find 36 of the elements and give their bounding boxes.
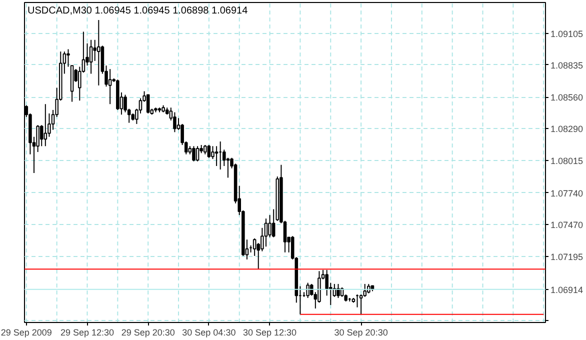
x-tick-label: 30 Sep 12:30 [243, 328, 297, 338]
chart-title: USDCAD,M30 1.06945 1.06945 1.06898 1.06914 [28, 6, 248, 16]
ref-line-label: 1.06914 [550, 284, 584, 295]
x-tick-label: 29 Sep 12:30 [60, 328, 114, 338]
candlestick [207, 144, 211, 158]
candlestick [272, 208, 276, 238]
candlestick [173, 112, 176, 133]
candlestick [306, 282, 310, 298]
x-tick-label: 30 Sep 04:30 [182, 328, 236, 338]
candlestick [66, 48, 70, 68]
candlestick [192, 146, 196, 162]
candlestick [268, 214, 272, 238]
x-tick-label: 30 Sep 20:30 [334, 328, 388, 338]
candlestick [214, 146, 218, 167]
candlestick [204, 144, 207, 155]
x-tick-label: 29 Sep 20:30 [121, 328, 175, 338]
candlestick [146, 94, 150, 114]
candlestick [252, 238, 256, 256]
candlestick [97, 20, 100, 86]
y-tick-label: 1.07470 [550, 220, 584, 230]
x-tick-label: 29 Sep 2009 [0, 328, 52, 338]
y-tick-label: 1.07740 [550, 188, 584, 198]
candlestick [93, 39, 96, 62]
candlestick [336, 283, 340, 298]
candlestick [264, 218, 268, 248]
candlestick [196, 146, 200, 162]
y-tick-label: 1.09105 [550, 28, 584, 39]
y-tick-label: 1.08560 [550, 92, 584, 103]
y-tick-label: 1.08015 [550, 156, 584, 166]
y-tick-label: 1.08290 [550, 124, 584, 134]
candlestick [44, 104, 48, 147]
y-tick-label: 1.07195 [550, 252, 584, 262]
candlestick [108, 68, 112, 105]
candlestick [359, 294, 363, 315]
candlestick [89, 39, 93, 74]
y-tick-label: 1.08835 [550, 60, 584, 70]
